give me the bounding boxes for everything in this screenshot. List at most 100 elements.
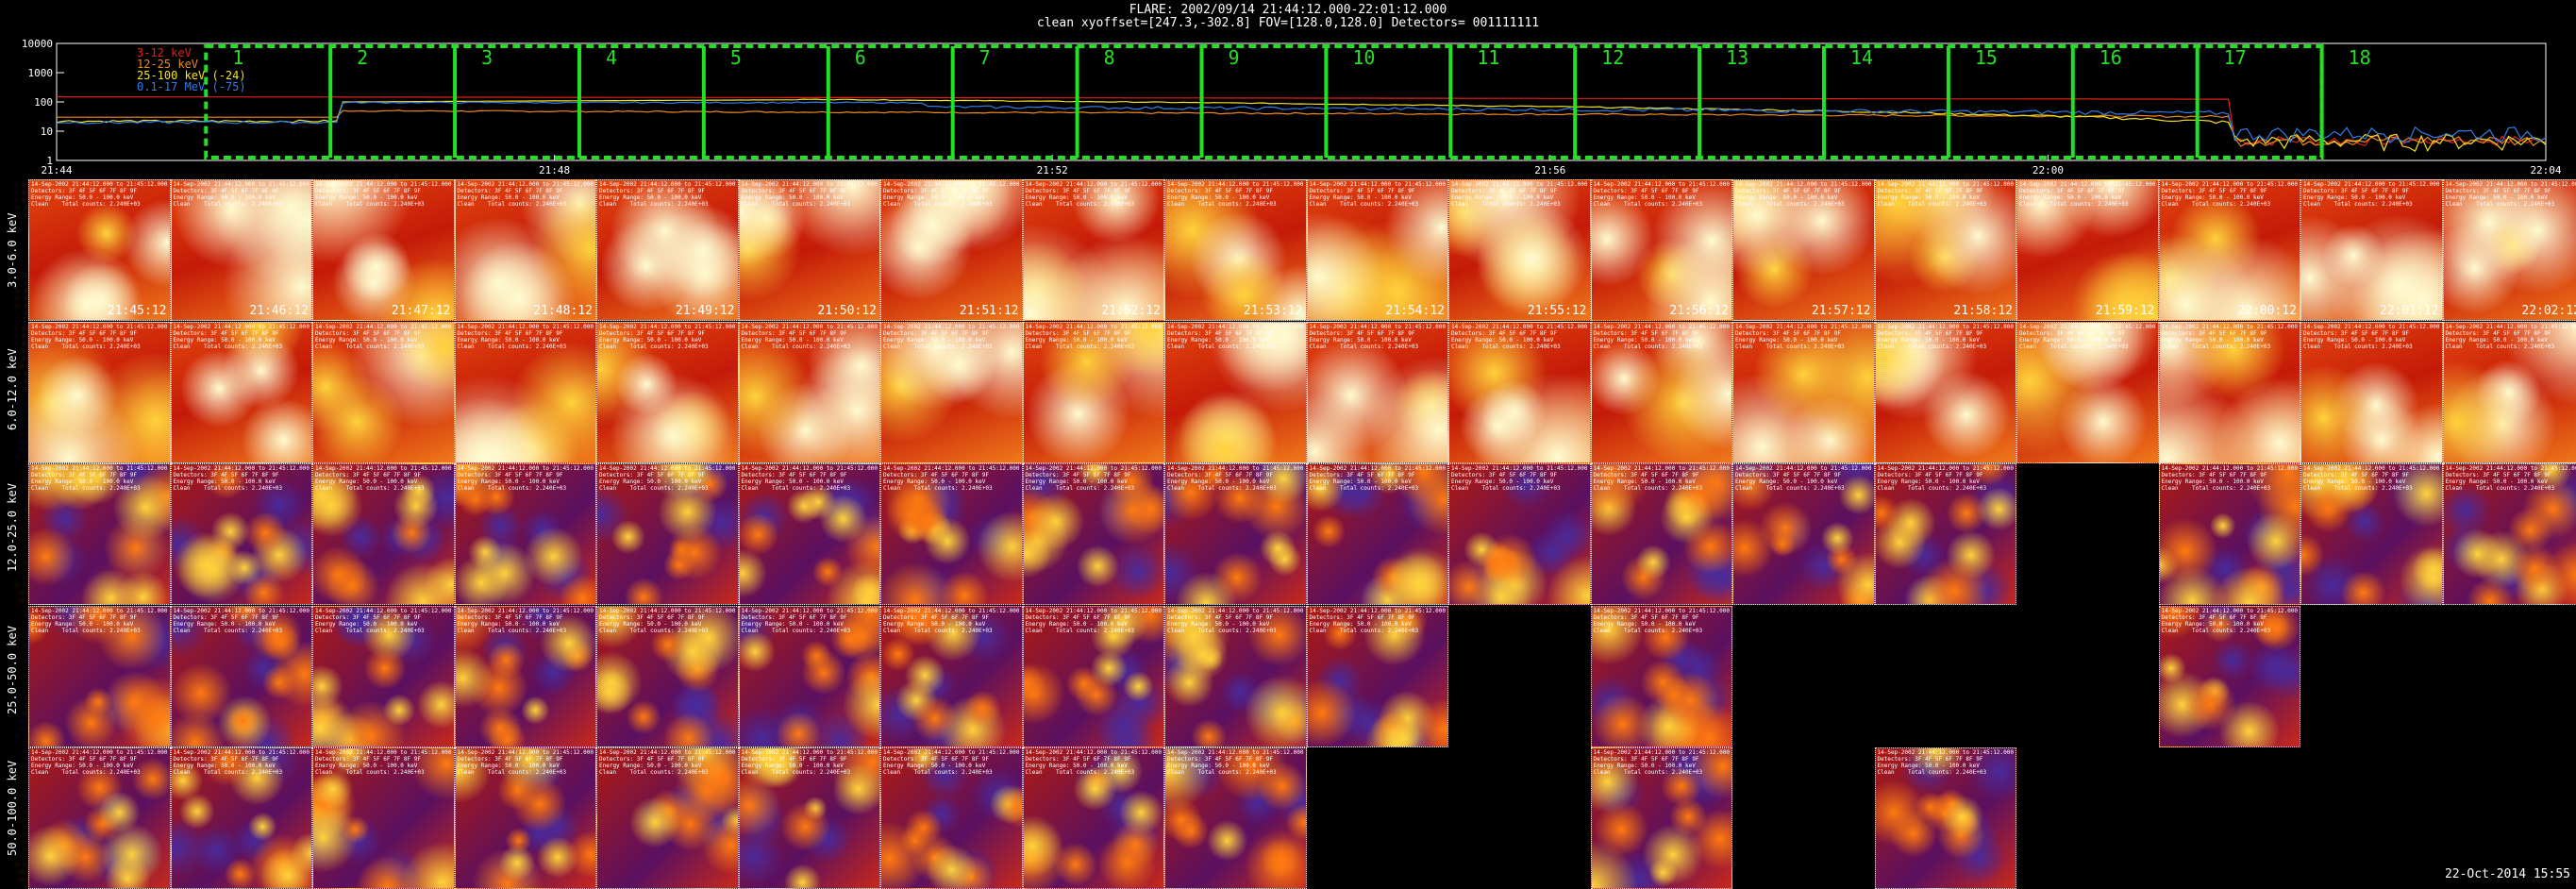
image-tile: 14-Sep-2002 21:44:12.000 to 21:45:12.000… xyxy=(1732,179,1875,321)
image-tile: 14-Sep-2002 21:44:12.000 to 21:45:12.000… xyxy=(880,322,1023,463)
tile-caption: 14-Sep-2002 21:44:12.000 to 21:45:12.000… xyxy=(458,749,594,776)
tile-caption: 14-Sep-2002 21:44:12.000 to 21:45:12.000… xyxy=(1594,324,1731,350)
image-tile: 14-Sep-2002 21:44:12.000 to 21:45:12.000… xyxy=(1164,463,1307,605)
image-tile: 14-Sep-2002 21:44:12.000 to 21:45:12.000… xyxy=(312,747,455,889)
image-tile: 14-Sep-2002 21:44:12.000 to 21:45:12.000… xyxy=(1732,463,1875,605)
tile-caption: 14-Sep-2002 21:44:12.000 to 21:45:12.000… xyxy=(599,181,736,208)
tile-caption: 14-Sep-2002 21:44:12.000 to 21:45:12.000… xyxy=(1026,181,1163,208)
tile-caption: 14-Sep-2002 21:44:12.000 to 21:45:12.000… xyxy=(1878,465,2015,492)
tile-caption: 14-Sep-2002 21:44:12.000 to 21:45:12.000… xyxy=(174,181,310,208)
energy-row-label: 6.0-12.0 keV xyxy=(6,348,19,430)
tile-time-label: 21:49:12 xyxy=(676,304,735,318)
tile-caption: 14-Sep-2002 21:44:12.000 to 21:45:12.000… xyxy=(2303,465,2440,492)
tile-caption: 14-Sep-2002 21:44:12.000 to 21:45:12.000… xyxy=(174,608,310,634)
tile-caption: 14-Sep-2002 21:44:12.000 to 21:45:12.000… xyxy=(458,465,594,492)
image-tile: 14-Sep-2002 21:44:12.000 to 21:45:12.000… xyxy=(739,747,881,889)
tile-caption: 14-Sep-2002 21:44:12.000 to 21:45:12.000… xyxy=(1878,749,2015,776)
image-tile: 14-Sep-2002 21:44:12.000 to 21:45:12.000… xyxy=(1591,322,1733,463)
image-tile: 14-Sep-2002 21:44:12.000 to 21:45:12.000… xyxy=(1307,606,1449,747)
tile-caption: 14-Sep-2002 21:44:12.000 to 21:45:12.000… xyxy=(315,749,452,776)
image-tile: 14-Sep-2002 21:44:12.000 to 21:45:12.000… xyxy=(1164,606,1307,747)
image-tile: 14-Sep-2002 21:44:12.000 to 21:45:12.000… xyxy=(880,179,1023,321)
tile-caption: 14-Sep-2002 21:44:12.000 to 21:45:12.000… xyxy=(1026,608,1163,634)
tile-caption: 14-Sep-2002 21:44:12.000 to 21:45:12.000… xyxy=(1451,465,1588,492)
image-tile: 14-Sep-2002 21:44:12.000 to 21:45:12.000… xyxy=(739,606,881,747)
tile-caption: 14-Sep-2002 21:44:12.000 to 21:45:12.000… xyxy=(1310,324,1447,350)
tile-caption: 14-Sep-2002 21:44:12.000 to 21:45:12.000… xyxy=(1451,324,1588,350)
image-tile: 14-Sep-2002 21:44:12.000 to 21:45:12.000… xyxy=(1448,322,1591,463)
tile-caption: 14-Sep-2002 21:44:12.000 to 21:45:12.000… xyxy=(1735,181,1872,208)
image-tile: 14-Sep-2002 21:44:12.000 to 21:45:12.000… xyxy=(1732,322,1875,463)
tile-caption: 14-Sep-2002 21:44:12.000 to 21:45:12.000… xyxy=(1451,181,1588,208)
tile-caption: 14-Sep-2002 21:44:12.000 to 21:45:12.000… xyxy=(883,608,1020,634)
tile-caption: 14-Sep-2002 21:44:12.000 to 21:45:12.000… xyxy=(31,181,168,208)
image-tile: 14-Sep-2002 21:44:12.000 to 21:45:12.000… xyxy=(1164,322,1307,463)
tile-caption: 14-Sep-2002 21:44:12.000 to 21:45:12.000… xyxy=(1878,324,2015,350)
tile-caption: 14-Sep-2002 21:44:12.000 to 21:45:12.000… xyxy=(1167,749,1304,776)
tile-caption: 14-Sep-2002 21:44:12.000 to 21:45:12.000… xyxy=(1594,749,1731,776)
image-tile: 14-Sep-2002 21:44:12.000 to 21:45:12.000… xyxy=(171,747,313,889)
image-tile: 14-Sep-2002 21:44:12.000 to 21:45:12.000… xyxy=(739,463,881,605)
footer-timestamp: 22-Oct-2014 15:55 xyxy=(2445,867,2570,881)
image-tile: 14-Sep-2002 21:44:12.000 to 21:45:12.000… xyxy=(1023,322,1165,463)
tile-time-label: 21:58:12 xyxy=(1953,304,2013,318)
energy-row-label: 12.0-25.0 keV xyxy=(6,483,19,572)
tile-caption: 14-Sep-2002 21:44:12.000 to 21:45:12.000… xyxy=(883,181,1020,208)
image-tile: 14-Sep-2002 21:44:12.000 to 21:45:12.000… xyxy=(596,322,739,463)
image-tile: 14-Sep-2002 21:44:12.000 to 21:45:12.000… xyxy=(171,179,313,321)
tile-caption: 14-Sep-2002 21:44:12.000 to 21:45:12.000… xyxy=(742,749,878,776)
tile-caption: 14-Sep-2002 21:44:12.000 to 21:45:12.000… xyxy=(31,465,168,492)
tile-caption: 14-Sep-2002 21:44:12.000 to 21:45:12.000… xyxy=(599,749,736,776)
tile-caption: 14-Sep-2002 21:44:12.000 to 21:45:12.000… xyxy=(883,324,1020,350)
tile-caption: 14-Sep-2002 21:44:12.000 to 21:45:12.000… xyxy=(315,324,452,350)
image-tile: 14-Sep-2002 21:44:12.000 to 21:45:12.000… xyxy=(596,179,739,321)
tile-caption: 14-Sep-2002 21:44:12.000 to 21:45:12.000… xyxy=(1878,181,2015,208)
image-tile: 14-Sep-2002 21:44:12.000 to 21:45:12.000… xyxy=(28,747,171,889)
image-tile: 14-Sep-2002 21:44:12.000 to 21:45:12.000… xyxy=(28,179,171,321)
image-tile: 14-Sep-2002 21:44:12.000 to 21:45:12.000… xyxy=(1307,179,1449,321)
image-tile: 14-Sep-2002 21:44:12.000 to 21:45:12.000… xyxy=(455,747,597,889)
image-tile: 14-Sep-2002 21:44:12.000 to 21:45:12.000… xyxy=(1591,747,1733,889)
tile-caption: 14-Sep-2002 21:44:12.000 to 21:45:12.000… xyxy=(742,181,878,208)
image-tile: 14-Sep-2002 21:44:12.000 to 21:45:12.000… xyxy=(312,606,455,747)
image-tile: 14-Sep-2002 21:44:12.000 to 21:45:12.000… xyxy=(1023,463,1165,605)
image-tile: 14-Sep-2002 21:44:12.000 to 21:45:12.000… xyxy=(596,463,739,605)
tile-caption: 14-Sep-2002 21:44:12.000 to 21:45:12.000… xyxy=(1594,181,1731,208)
image-tile: 14-Sep-2002 21:44:12.000 to 21:45:12.000… xyxy=(1448,179,1591,321)
image-tile: 14-Sep-2002 21:44:12.000 to 21:45:12.000… xyxy=(171,463,313,605)
image-tile: 14-Sep-2002 21:44:12.000 to 21:45:12.000… xyxy=(1591,463,1733,605)
tile-caption: 14-Sep-2002 21:44:12.000 to 21:45:12.000… xyxy=(174,324,310,350)
tile-caption: 14-Sep-2002 21:44:12.000 to 21:45:12.000… xyxy=(1310,608,1447,634)
image-tile: 14-Sep-2002 21:44:12.000 to 21:45:12.000… xyxy=(2159,179,2301,321)
image-tile: 14-Sep-2002 21:44:12.000 to 21:45:12.000… xyxy=(2300,322,2443,463)
tile-time-label: 21:52:12 xyxy=(1101,304,1161,318)
tile-caption: 14-Sep-2002 21:44:12.000 to 21:45:12.000… xyxy=(2162,181,2299,208)
tile-caption: 14-Sep-2002 21:44:12.000 to 21:45:12.000… xyxy=(315,608,452,634)
tile-caption: 14-Sep-2002 21:44:12.000 to 21:45:12.000… xyxy=(315,465,452,492)
tile-caption: 14-Sep-2002 21:44:12.000 to 21:45:12.000… xyxy=(2303,324,2440,350)
image-tile: 14-Sep-2002 21:44:12.000 to 21:45:12.000… xyxy=(312,463,455,605)
tile-time-label: 22:01:12 xyxy=(2380,304,2439,318)
image-tile: 14-Sep-2002 21:44:12.000 to 21:45:12.000… xyxy=(1448,463,1591,605)
tile-caption: 14-Sep-2002 21:44:12.000 to 21:45:12.000… xyxy=(883,465,1020,492)
tile-caption: 14-Sep-2002 21:44:12.000 to 21:45:12.000… xyxy=(174,465,310,492)
image-tile: 14-Sep-2002 21:44:12.000 to 21:45:12.000… xyxy=(455,322,597,463)
image-tile: 14-Sep-2002 21:44:12.000 to 21:45:12.000… xyxy=(2300,179,2443,321)
image-tile: 14-Sep-2002 21:44:12.000 to 21:45:12.000… xyxy=(312,179,455,321)
image-tile: 14-Sep-2002 21:44:12.000 to 21:45:12.000… xyxy=(880,606,1023,747)
image-tile: 14-Sep-2002 21:44:12.000 to 21:45:12.000… xyxy=(171,606,313,747)
image-tile: 14-Sep-2002 21:44:12.000 to 21:45:12.000… xyxy=(171,322,313,463)
tile-time-label: 21:53:12 xyxy=(1244,304,1303,318)
tile-time-label: 22:00:12 xyxy=(2237,304,2297,318)
tile-time-label: 21:48:12 xyxy=(533,304,593,318)
tile-caption: 14-Sep-2002 21:44:12.000 to 21:45:12.000… xyxy=(2446,181,2576,208)
image-tile: 14-Sep-2002 21:44:12.000 to 21:45:12.000… xyxy=(2443,322,2576,463)
tile-caption: 14-Sep-2002 21:44:12.000 to 21:45:12.000… xyxy=(2303,181,2440,208)
tile-caption: 14-Sep-2002 21:44:12.000 to 21:45:12.000… xyxy=(458,324,594,350)
tile-caption: 14-Sep-2002 21:44:12.000 to 21:45:12.000… xyxy=(1310,181,1447,208)
image-tile: 14-Sep-2002 21:44:12.000 to 21:45:12.000… xyxy=(1023,606,1165,747)
tile-caption: 14-Sep-2002 21:44:12.000 to 21:45:12.000… xyxy=(1594,465,1731,492)
tile-caption: 14-Sep-2002 21:44:12.000 to 21:45:12.000… xyxy=(1310,465,1447,492)
tile-caption: 14-Sep-2002 21:44:12.000 to 21:45:12.000… xyxy=(2446,465,2576,492)
